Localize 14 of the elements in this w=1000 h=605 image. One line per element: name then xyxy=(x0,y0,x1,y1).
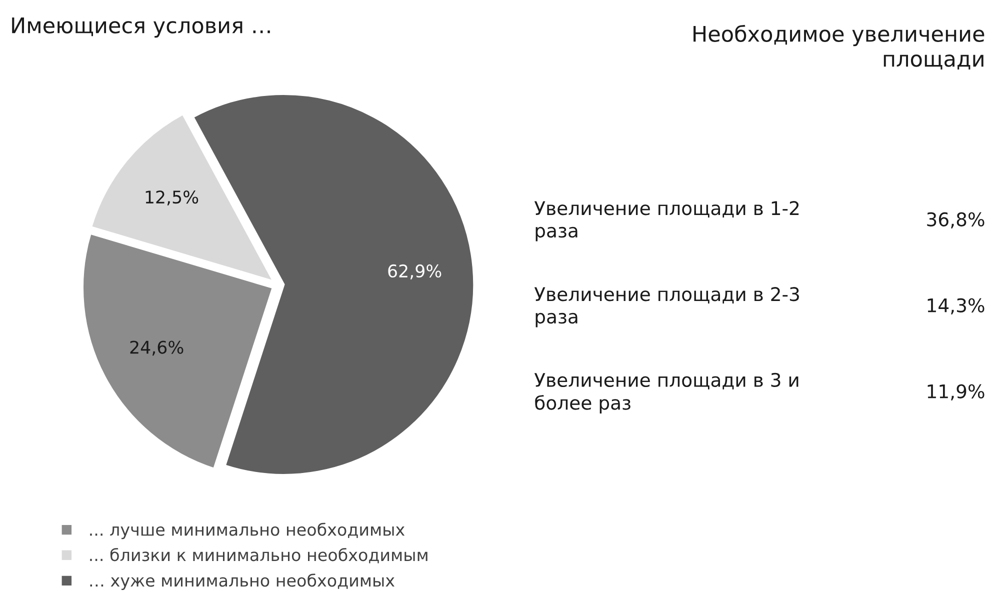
category-label: Увеличение площади в 2-3 раза xyxy=(534,287,799,328)
legend-label: … хуже минимально необходимых xyxy=(90,574,394,590)
data-label: 11,9% xyxy=(928,384,984,400)
data-label: 36,8% xyxy=(927,212,984,228)
data-label: 24,6% xyxy=(130,340,184,356)
legend-label: ... лучше минимально необходимых xyxy=(90,522,405,540)
data-label: 14,3% xyxy=(928,298,984,314)
text: Необходимое увеличение площади xyxy=(694,24,984,70)
category-label: Увеличение площади в 3 и более раз xyxy=(534,372,798,414)
category-label: Увеличение площади в 1-2 раза xyxy=(534,201,799,242)
chart-title: Имеющиеся условия … xyxy=(12,17,270,38)
data-label: 62,9% xyxy=(388,264,442,280)
data-label: 12,5% xyxy=(146,190,198,206)
legend-label: ... близки к минимально необходимым xyxy=(90,548,428,564)
